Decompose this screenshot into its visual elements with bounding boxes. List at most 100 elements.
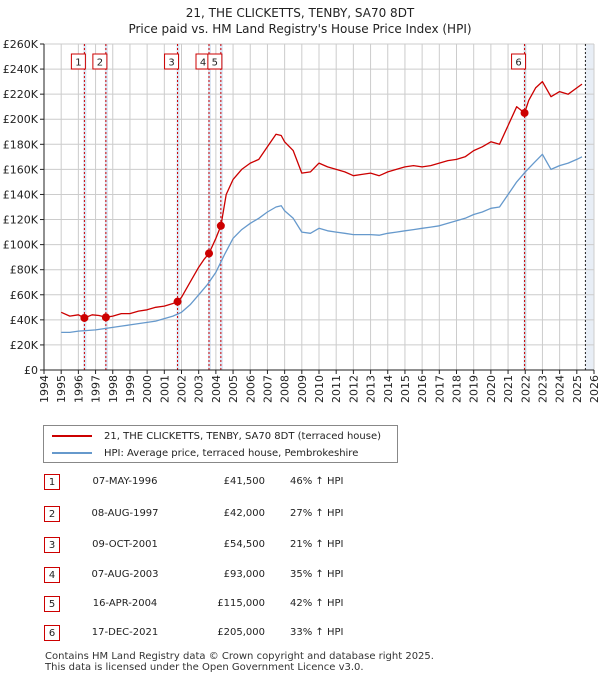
tx-date: 17-DEC-2021 [91, 627, 159, 638]
tx-date: 09-OCT-2001 [92, 539, 158, 550]
x-tick-label: 2003 [193, 375, 206, 403]
x-tick-label: 1998 [107, 375, 120, 403]
x-tick-label: 1999 [124, 375, 137, 403]
tx-number: 2 [44, 506, 60, 522]
table-row: 4 07-AUG-2003 £93,000 35% ↑ HPI [0, 567, 600, 587]
hpi-series-line [61, 153, 583, 334]
event-band [83, 44, 87, 370]
sale-point [173, 297, 182, 306]
table-row: 1 07-MAY-1996 £41,500 46% ↑ HPI [0, 474, 600, 494]
x-tick-label: 2012 [347, 375, 360, 403]
tx-hpi: 46% ↑ HPI [290, 476, 344, 487]
future-shade [585, 44, 594, 370]
event-marker: 1 [70, 53, 86, 70]
legend-item-price: 21, THE CLICKETTS, TENBY, SA70 8DT (terr… [52, 428, 381, 444]
x-tick-label: 2008 [279, 375, 292, 403]
chart-subtitle: Price paid vs. HM Land Registry's House … [128, 22, 472, 36]
event-marker-label: 1 [75, 58, 81, 69]
x-tick-label: 2021 [502, 375, 515, 403]
tx-number: 6 [44, 625, 60, 641]
y-tick-label: £100K [3, 239, 39, 252]
event-band [208, 44, 211, 370]
table-row: 3 09-OCT-2001 £54,500 21% ↑ HPI [0, 537, 600, 557]
tx-number: 1 [44, 474, 60, 490]
y-tick-label: £220K [3, 88, 39, 101]
event-marker-label: 3 [168, 58, 174, 69]
event-marker-box [164, 53, 180, 70]
x-tick-label: 2010 [313, 375, 326, 403]
tx-hpi: 35% ↑ HPI [290, 569, 344, 580]
table-row: 6 17-DEC-2021 £205,000 33% ↑ HPI [0, 625, 600, 645]
y-tick-label: £260K [3, 38, 39, 51]
event-marker-label: 2 [97, 58, 103, 69]
x-tick-label: 1997 [90, 375, 103, 403]
x-tick-label: 2001 [158, 375, 171, 403]
legend-swatch-hpi [52, 452, 92, 454]
tx-hpi: 33% ↑ HPI [290, 627, 344, 638]
y-tick-label: £160K [3, 163, 39, 176]
event-marker-label: 5 [212, 58, 218, 69]
x-tick-label: 2011 [330, 375, 343, 403]
event-marker: 2 [92, 53, 108, 70]
x-tick-label: 2026 [588, 375, 600, 403]
legend-label-price: 21, THE CLICKETTS, TENBY, SA70 8DT (terr… [104, 430, 382, 442]
chart-legend: 21, THE CLICKETTS, TENBY, SA70 8DT (terr… [43, 425, 398, 463]
tx-number: 4 [44, 567, 60, 583]
tx-hpi: 21% ↑ HPI [290, 539, 344, 550]
event-marker-box [207, 53, 223, 70]
tx-hpi: 27% ↑ HPI [290, 508, 344, 519]
tx-hpi: 42% ↑ HPI [290, 598, 344, 609]
x-tick-label: 1995 [55, 375, 68, 403]
event-marker-box [511, 53, 527, 70]
y-tick-label: £60K [10, 289, 39, 302]
x-tick-label: 2025 [571, 375, 584, 403]
y-tick-label: £240K [3, 63, 39, 76]
sale-point [101, 313, 110, 322]
sale-point [80, 313, 89, 322]
x-tick-label: 2020 [485, 375, 498, 403]
y-tick-label: £120K [3, 214, 39, 227]
x-tick-label: 2009 [296, 375, 309, 403]
event-band [219, 44, 223, 370]
tx-price: £41,500 [223, 476, 265, 487]
legend-label-hpi: HPI: Average price, terraced house, Pemb… [104, 447, 359, 459]
tx-price: £205,000 [217, 627, 265, 638]
y-tick-label: £0 [24, 364, 38, 377]
tx-price: £42,000 [223, 508, 265, 519]
legend-item-hpi: HPI: Average price, terraced house, Pemb… [52, 445, 358, 461]
sale-point [205, 249, 213, 258]
x-tick-label: 2017 [433, 375, 446, 403]
footer-license: This data is licensed under the Open Gov… [45, 662, 364, 673]
x-tick-label: 2004 [210, 375, 223, 403]
y-tick-label: £40K [10, 314, 39, 327]
x-tick-label: 2023 [536, 375, 549, 403]
event-marker-label: 4 [200, 58, 206, 69]
x-tick-label: 2024 [554, 375, 567, 403]
y-tick-label: £140K [3, 188, 39, 201]
x-tick-label: 2002 [176, 375, 189, 403]
tx-price: £54,500 [223, 539, 265, 550]
event-marker: 6 [511, 53, 527, 70]
event-marker: 3 [164, 53, 180, 70]
x-tick-label: 1996 [72, 375, 85, 403]
table-row: 2 08-AUG-1997 £42,000 27% ↑ HPI [0, 506, 600, 526]
x-tick-label: 2014 [382, 375, 395, 403]
tx-number: 5 [44, 596, 60, 612]
tx-date: 16-APR-2004 [92, 598, 158, 609]
price-series-line [60, 80, 583, 319]
table-row: 5 16-APR-2004 £115,000 42% ↑ HPI [0, 596, 600, 616]
event-marker-box [92, 53, 108, 70]
footer-copyright: Contains HM Land Registry data © Crown c… [45, 651, 434, 662]
y-tick-label: £80K [10, 264, 39, 277]
x-tick-label: 2000 [141, 375, 154, 403]
sale-point [520, 108, 529, 117]
event-marker: 5 [207, 53, 223, 70]
sale-point [216, 221, 225, 230]
chart-title: 21, THE CLICKETTS, TENBY, SA70 8DT [185, 6, 415, 20]
x-tick-label: 2022 [519, 375, 532, 403]
y-tick-label: £20K [10, 339, 39, 352]
tx-number: 3 [44, 537, 60, 553]
x-tick-label: 2007 [261, 375, 274, 403]
x-tick-label: 2018 [451, 375, 464, 403]
